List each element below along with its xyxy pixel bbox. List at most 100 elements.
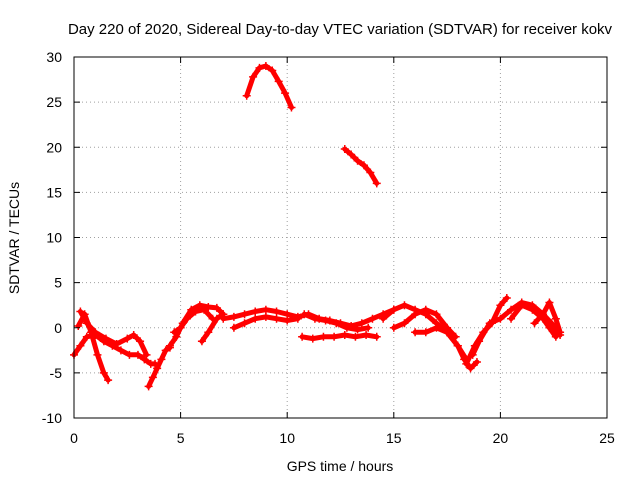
data-point (293, 314, 302, 323)
series-arc-7 (197, 310, 228, 346)
data-point (240, 310, 249, 319)
data-point (229, 323, 238, 332)
data-point (281, 89, 290, 98)
data-point (229, 312, 238, 321)
series-arc-6 (170, 305, 217, 337)
y-tick-label: -5 (50, 365, 63, 381)
data-point (204, 302, 213, 311)
data-point (353, 325, 362, 334)
data-point (545, 298, 554, 307)
data-point (300, 310, 309, 319)
series-arc-3 (76, 307, 151, 359)
data-point (432, 323, 441, 332)
y-tick-label: 0 (54, 320, 62, 336)
data-point (389, 323, 398, 332)
data-point (379, 314, 388, 323)
data-point (347, 150, 356, 159)
data-series (70, 62, 565, 391)
data-point (539, 310, 548, 319)
data-point (249, 72, 258, 81)
series-arc-15 (389, 305, 460, 341)
data-point (242, 91, 251, 100)
data-point (240, 319, 249, 328)
data-point (462, 359, 471, 368)
data-point (362, 330, 371, 339)
y-axis-label: SDTVAR / TECUs (6, 182, 22, 294)
data-point (528, 305, 537, 314)
data-point (140, 355, 149, 364)
data-point (366, 168, 375, 177)
data-point (551, 314, 560, 323)
data-point (136, 337, 145, 346)
x-tick-label: 20 (493, 430, 509, 446)
data-point (351, 332, 360, 341)
data-point (129, 330, 138, 339)
data-point (551, 332, 560, 341)
y-tick-label: 15 (46, 184, 62, 200)
data-point (475, 337, 484, 346)
data-point (411, 310, 420, 319)
data-point (157, 355, 166, 364)
data-point (556, 328, 565, 337)
series-trace (146, 345, 173, 389)
data-point (389, 305, 398, 314)
data-point (287, 103, 296, 112)
data-point (517, 301, 526, 310)
data-point (261, 312, 270, 321)
data-point (502, 293, 511, 302)
data-point (319, 332, 328, 341)
data-point (176, 323, 185, 332)
data-point (195, 301, 204, 310)
data-point (272, 314, 281, 323)
data-point (261, 305, 270, 314)
data-point (372, 179, 381, 188)
series-arc-10 (298, 330, 381, 343)
data-point (142, 350, 151, 359)
data-point (400, 301, 409, 310)
series-trace (171, 307, 216, 335)
data-point (182, 314, 191, 323)
x-tick-label: 25 (599, 430, 615, 446)
series-trace (342, 146, 380, 186)
y-tick-label: -10 (42, 410, 62, 426)
data-point (368, 314, 377, 323)
x-axis-label: GPS time / hours (287, 458, 394, 474)
x-tick-label: 0 (70, 430, 78, 446)
data-point (197, 337, 206, 346)
data-point (432, 310, 441, 319)
data-point (359, 161, 368, 170)
data-point (204, 328, 213, 337)
data-point (76, 307, 85, 316)
data-point (125, 350, 134, 359)
data-point (93, 350, 102, 359)
data-point (485, 319, 494, 328)
data-point (144, 382, 153, 391)
data-point (353, 156, 362, 165)
data-point (453, 341, 462, 350)
series-trace (244, 63, 294, 110)
data-point (298, 332, 307, 341)
x-tick-label: 15 (386, 430, 402, 446)
data-point (310, 314, 319, 323)
y-tick-label: 20 (46, 139, 62, 155)
data-point (330, 332, 339, 341)
y-tick-label: 25 (46, 94, 62, 110)
data-point (212, 303, 221, 312)
data-point (530, 319, 539, 328)
data-point (421, 328, 430, 337)
data-point (165, 341, 174, 350)
data-point (545, 323, 554, 332)
data-point (421, 305, 430, 314)
data-point (116, 346, 125, 355)
grid-lines (74, 57, 607, 418)
data-point (99, 368, 108, 377)
series-arc-5 (165, 301, 228, 350)
data-point (133, 350, 142, 359)
data-point (342, 323, 351, 332)
data-point (268, 66, 277, 75)
data-point (340, 145, 349, 154)
data-point (400, 319, 409, 328)
data-point (255, 63, 264, 72)
series-arc-4 (144, 343, 174, 391)
